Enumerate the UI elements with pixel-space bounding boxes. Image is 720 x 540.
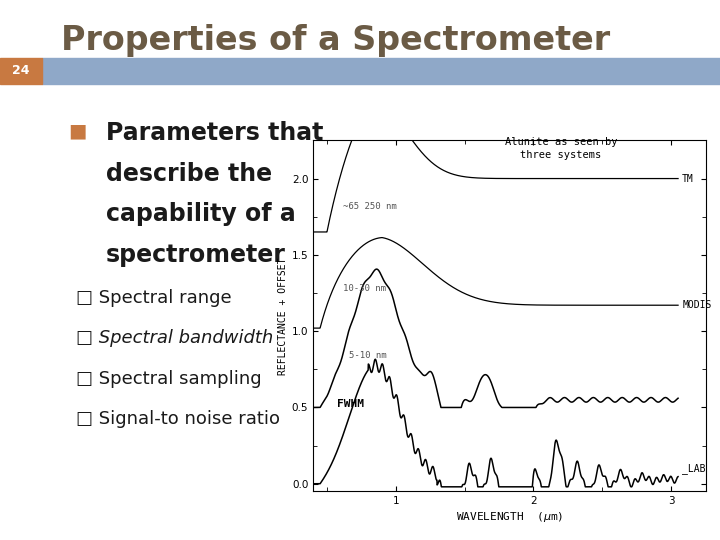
Bar [0,58,42,84]
Text: □ Signal-to noise ratio: □ Signal-to noise ratio [76,410,279,428]
Text: 5-10 nm: 5-10 nm [349,351,387,360]
Text: spectrometer: spectrometer [106,243,286,267]
Text: capability of a: capability of a [106,202,296,226]
X-axis label: WAVELENGTH  ($\mu$m): WAVELENGTH ($\mu$m) [456,510,563,524]
Text: Properties of a Spectrometer: Properties of a Spectrometer [61,24,611,57]
Text: 10-30 nm: 10-30 nm [343,284,387,293]
Text: describe the: describe the [106,162,272,186]
Bar [42,58,720,84]
Text: FWHM: FWHM [337,400,364,409]
Text: Alunite as seen by
three systems: Alunite as seen by three systems [505,137,617,160]
Text: 24: 24 [12,64,30,77]
Text: □ Spectral range: □ Spectral range [76,289,231,307]
Y-axis label: REFLECTANCE + OFFSET: REFLECTANCE + OFFSET [277,257,287,375]
Text: TM: TM [682,173,694,184]
Text: ~65 250 nm: ~65 250 nm [343,201,397,211]
Text: ■: ■ [68,122,87,140]
Text: □ Spectral bandwidth: □ Spectral bandwidth [76,329,273,347]
Text: _LAB: _LAB [682,464,706,475]
Text: Parameters that: Parameters that [106,122,323,145]
Text: □ Spectral sampling: □ Spectral sampling [76,370,261,388]
Text: MODIS: MODIS [682,300,711,310]
